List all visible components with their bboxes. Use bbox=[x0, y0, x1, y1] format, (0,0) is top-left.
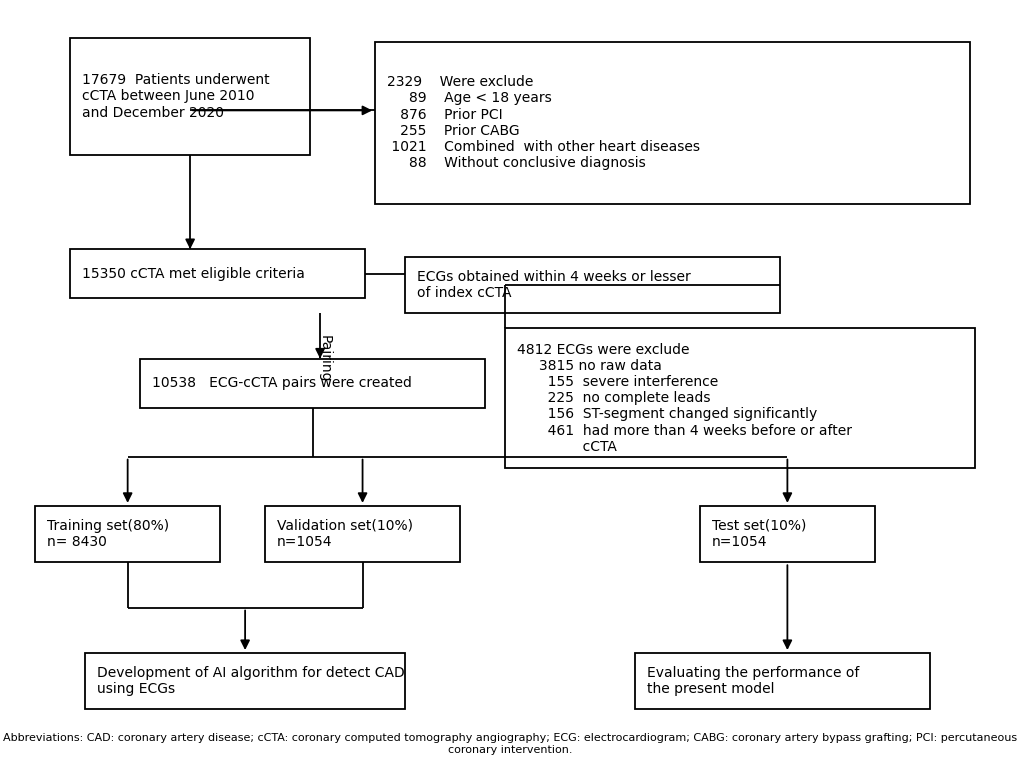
FancyBboxPatch shape bbox=[375, 42, 969, 204]
Text: 2329    Were exclude
     89    Age < 18 years
   876    Prior PCI
   255    Pri: 2329 Were exclude 89 Age < 18 years 876 … bbox=[386, 75, 699, 170]
Text: 17679  Patients underwent
cCTA between June 2010
and December 2020: 17679 Patients underwent cCTA between Ju… bbox=[83, 73, 270, 119]
Text: Evaluating the performance of
the present model: Evaluating the performance of the presen… bbox=[646, 666, 858, 696]
Text: Training set(80%)
n= 8430: Training set(80%) n= 8430 bbox=[47, 519, 169, 549]
Text: Validation set(10%)
n=1054: Validation set(10%) n=1054 bbox=[277, 519, 413, 549]
FancyBboxPatch shape bbox=[35, 506, 220, 562]
FancyBboxPatch shape bbox=[265, 506, 460, 562]
FancyBboxPatch shape bbox=[70, 38, 310, 155]
FancyBboxPatch shape bbox=[405, 256, 780, 313]
FancyBboxPatch shape bbox=[699, 506, 874, 562]
Text: Abbreviations: CAD: coronary artery disease; cCTA: coronary computed tomography : Abbreviations: CAD: coronary artery dise… bbox=[3, 733, 1016, 755]
FancyBboxPatch shape bbox=[504, 329, 974, 468]
Text: Development of AI algorithm for detect CAD
using ECGs: Development of AI algorithm for detect C… bbox=[97, 666, 405, 696]
Text: 15350 cCTA met eligible criteria: 15350 cCTA met eligible criteria bbox=[83, 266, 305, 281]
FancyBboxPatch shape bbox=[86, 653, 405, 709]
FancyBboxPatch shape bbox=[634, 653, 929, 709]
Text: ECGs obtained within 4 weeks or lesser
of index cCTA: ECGs obtained within 4 weeks or lesser o… bbox=[417, 270, 690, 300]
Text: 10538   ECG-cCTA pairs were created: 10538 ECG-cCTA pairs were created bbox=[152, 376, 412, 390]
FancyBboxPatch shape bbox=[140, 359, 485, 407]
Text: Pairing: Pairing bbox=[318, 335, 332, 383]
FancyBboxPatch shape bbox=[70, 249, 365, 298]
Text: Test set(10%)
n=1054: Test set(10%) n=1054 bbox=[711, 519, 805, 549]
Text: 4812 ECGs were exclude
     3815 no raw data
       155  severe interference
   : 4812 ECGs were exclude 3815 no raw data … bbox=[517, 343, 851, 454]
